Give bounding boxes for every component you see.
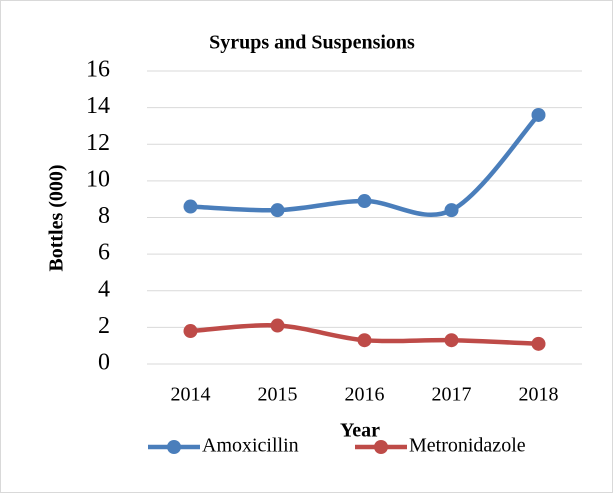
y-tick-label: 4 xyxy=(98,276,110,302)
legend-marker xyxy=(374,440,388,454)
legend-marker xyxy=(167,440,181,454)
data-point xyxy=(444,203,459,218)
data-point xyxy=(183,324,198,339)
x-tick-label: 2017 xyxy=(432,384,472,406)
y-tick-label: 0 xyxy=(98,350,110,376)
legend-label: Metronidazole xyxy=(409,435,526,457)
data-point xyxy=(444,333,459,348)
y-tick-label: 10 xyxy=(86,166,110,192)
data-point xyxy=(357,333,372,348)
x-tick-label: 2015 xyxy=(258,384,298,406)
data-point xyxy=(183,199,198,214)
y-axis-title: Bottles (000) xyxy=(46,164,68,271)
chart-title: Syrups and Suspensions xyxy=(209,32,415,54)
x-tick-label: 2018 xyxy=(519,384,559,406)
data-point xyxy=(270,203,285,218)
data-point xyxy=(357,194,372,209)
data-point xyxy=(531,107,546,122)
y-tick-label: 6 xyxy=(98,240,110,266)
data-point xyxy=(270,318,285,333)
x-tick-label: 2014 xyxy=(171,384,211,406)
x-axis-title: Year xyxy=(340,420,380,442)
data-point xyxy=(531,336,546,351)
y-tick-label: 12 xyxy=(86,130,110,156)
x-tick-label: 2016 xyxy=(345,384,385,406)
y-tick-label: 2 xyxy=(98,313,110,339)
y-tick-label: 14 xyxy=(86,93,110,119)
y-tick-label: 8 xyxy=(98,203,110,229)
y-tick-label: 16 xyxy=(86,57,110,83)
legend-label: Amoxicillin xyxy=(202,435,299,457)
